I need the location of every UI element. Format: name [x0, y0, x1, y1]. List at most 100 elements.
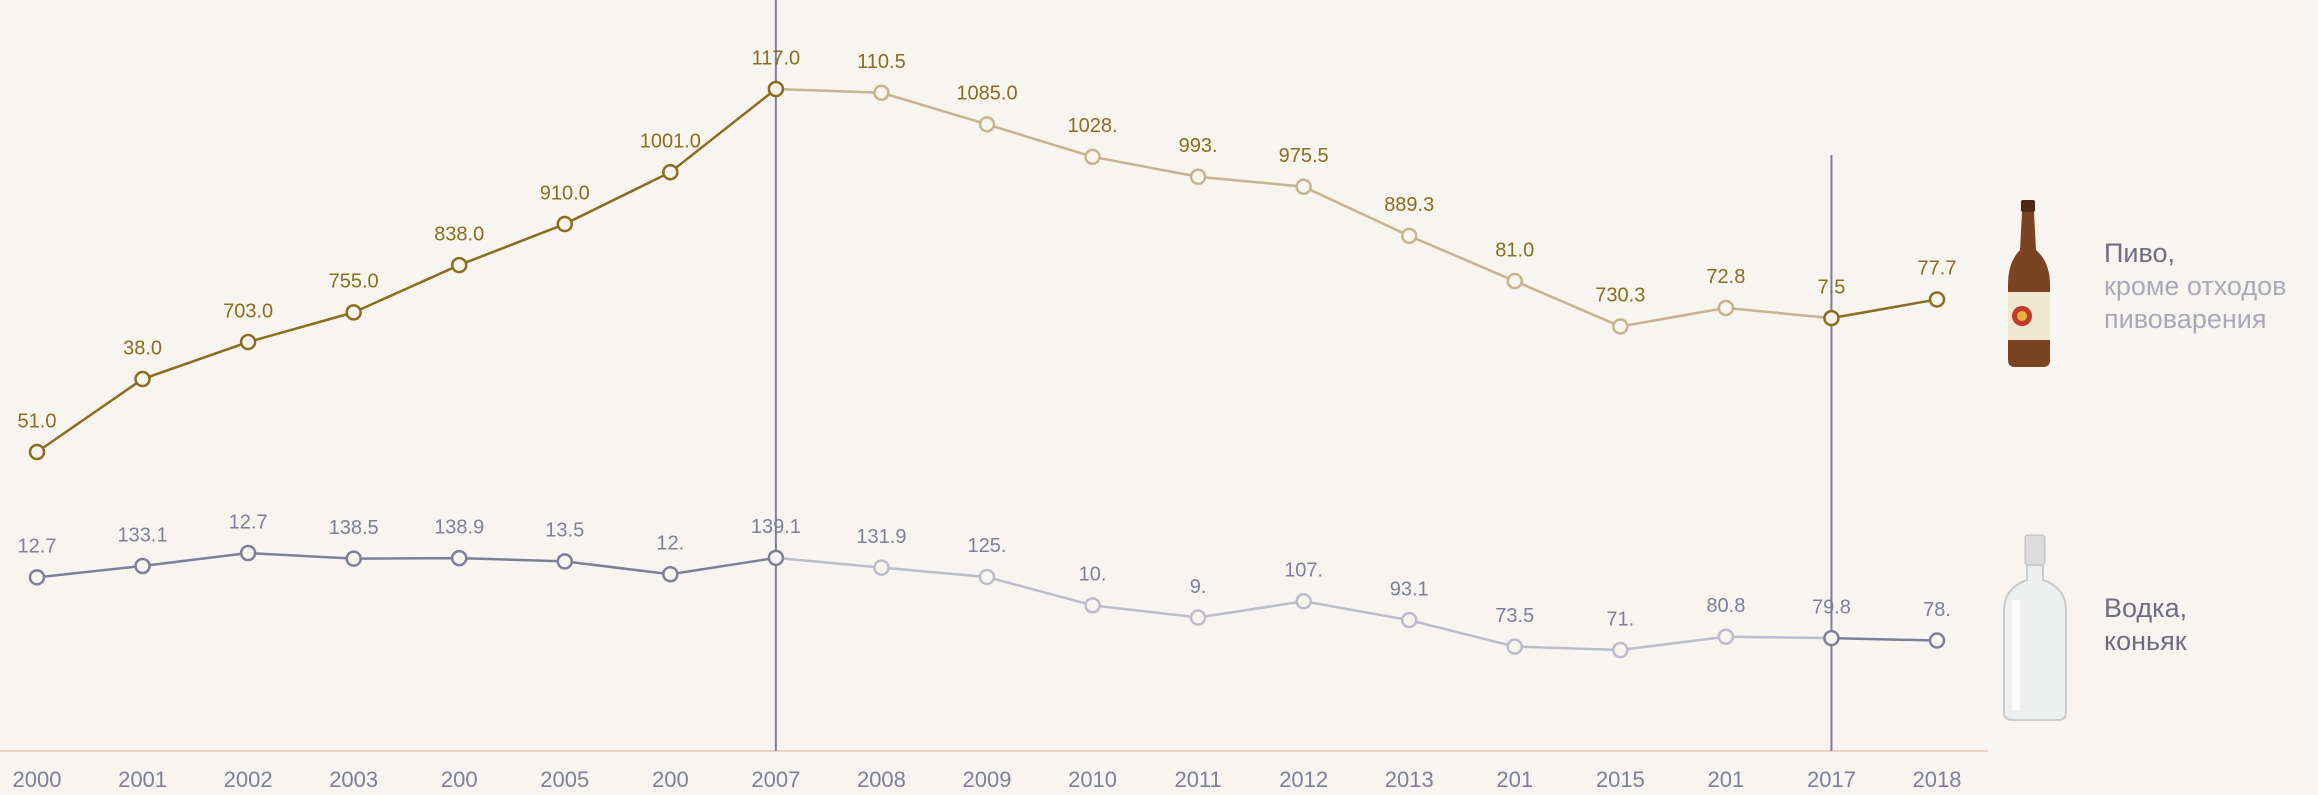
value-label: 1085.0 [956, 83, 1017, 105]
value-label: 755.0 [329, 271, 379, 293]
value-label: 703.0 [223, 300, 273, 322]
value-label: 12.7 [229, 511, 268, 533]
value-label: 107. [1284, 560, 1323, 582]
point [1508, 274, 1522, 288]
legend-vodka: Водка, коньяк [2104, 592, 2214, 658]
point [1930, 634, 1944, 648]
x-tick-label: 2003 [329, 767, 378, 792]
value-label: 1001.0 [640, 130, 701, 152]
point [1824, 311, 1838, 325]
point [663, 567, 677, 581]
value-label: 12. [656, 533, 684, 555]
point [347, 305, 361, 319]
x-tick-label: 2008 [857, 767, 906, 792]
point [1824, 631, 1838, 645]
series-line [1831, 638, 1937, 640]
point [241, 546, 255, 560]
point [30, 570, 44, 584]
value-label: 93.1 [1390, 578, 1429, 600]
point [1719, 630, 1733, 644]
beer-bottle [2008, 200, 2050, 367]
x-tick-label: 201 [1496, 767, 1533, 792]
value-label: 117.0 [752, 47, 801, 69]
point [1508, 640, 1522, 654]
value-label: 138.9 [434, 516, 484, 538]
x-tick-label: 2001 [118, 767, 167, 792]
value-label: 838.0 [434, 223, 484, 245]
point [769, 82, 783, 96]
point [980, 117, 994, 131]
point [1402, 613, 1416, 627]
point [980, 570, 994, 584]
value-label: 78. [1923, 599, 1951, 621]
point [1613, 643, 1627, 657]
value-label: 138.5 [329, 517, 379, 539]
value-label: 13.5 [545, 520, 584, 542]
x-tick-label: 2017 [1807, 767, 1856, 792]
value-label: 133.1 [118, 524, 168, 546]
point [30, 445, 44, 459]
point [1191, 611, 1205, 625]
point [874, 561, 888, 575]
point [1086, 150, 1100, 164]
value-label: 730.3 [1595, 285, 1645, 307]
x-tick-label: 2005 [540, 767, 589, 792]
value-label: 80.8 [1706, 595, 1745, 617]
value-label: 9. [1190, 576, 1207, 598]
value-label: 10. [1079, 564, 1107, 586]
x-tick-label: 2018 [1913, 767, 1962, 792]
point [452, 551, 466, 565]
value-label: 131.9 [856, 526, 906, 548]
x-tick-label: 2009 [963, 767, 1012, 792]
series-line [776, 89, 1832, 326]
legend-description: кроме отходов пивоварения [2104, 270, 2304, 336]
x-tick-label: 2015 [1596, 767, 1645, 792]
value-label: 889.3 [1384, 194, 1434, 216]
point [874, 86, 888, 100]
value-label: 139.1 [751, 516, 801, 538]
x-tick-label: 2002 [224, 767, 273, 792]
x-tick-label: 2013 [1385, 767, 1434, 792]
point [663, 165, 677, 179]
value-label: 77.7 [1918, 258, 1957, 280]
value-label: 910.0 [540, 182, 590, 204]
value-label: 125. [968, 535, 1007, 557]
point [769, 551, 783, 565]
value-label: 993. [1179, 135, 1218, 157]
legend-beer: Пиво, кроме отходов пивоварения [2104, 237, 2304, 336]
value-label: 110.5 [857, 51, 906, 73]
value-label: 38.0 [123, 337, 162, 359]
x-tick-label: 201 [1708, 767, 1745, 792]
x-tick-label: 2000 [13, 767, 62, 792]
x-tick-label: 2007 [751, 767, 800, 792]
x-tick-label: 2012 [1279, 767, 1328, 792]
chart: 2000 2001 2002 2003 200 2005 200 2007 2008 2009 20… [0, 0, 2318, 795]
value-label: 975.5 [1279, 145, 1329, 167]
point [558, 217, 572, 231]
value-label: 79.8 [1812, 596, 1851, 618]
value-label: 81.0 [1495, 239, 1534, 261]
value-label: 51.0 [18, 410, 57, 432]
value-label: 7.5 [1818, 276, 1846, 298]
value-label: 73.5 [1495, 605, 1534, 627]
point [1613, 319, 1627, 333]
value-label: 12.7 [18, 536, 57, 558]
point [558, 554, 572, 568]
x-tick-label: 200 [441, 767, 478, 792]
page: {"chart_data": { "type": "line", "catego… [0, 0, 2318, 795]
x-tick-label: 2010 [1068, 767, 1117, 792]
point [1191, 170, 1205, 184]
point [1297, 594, 1311, 608]
series-line [1831, 299, 1937, 318]
point [136, 372, 150, 386]
point [1402, 229, 1416, 243]
legend-name: Пиво, [2104, 237, 2304, 270]
value-label: 72.8 [1706, 266, 1745, 288]
point [1297, 180, 1311, 194]
point [241, 335, 255, 349]
point [1086, 598, 1100, 612]
point [452, 258, 466, 272]
point [347, 552, 361, 566]
legend-name: Водка, коньяк [2104, 592, 2214, 658]
x-tick-label: 200 [652, 767, 689, 792]
